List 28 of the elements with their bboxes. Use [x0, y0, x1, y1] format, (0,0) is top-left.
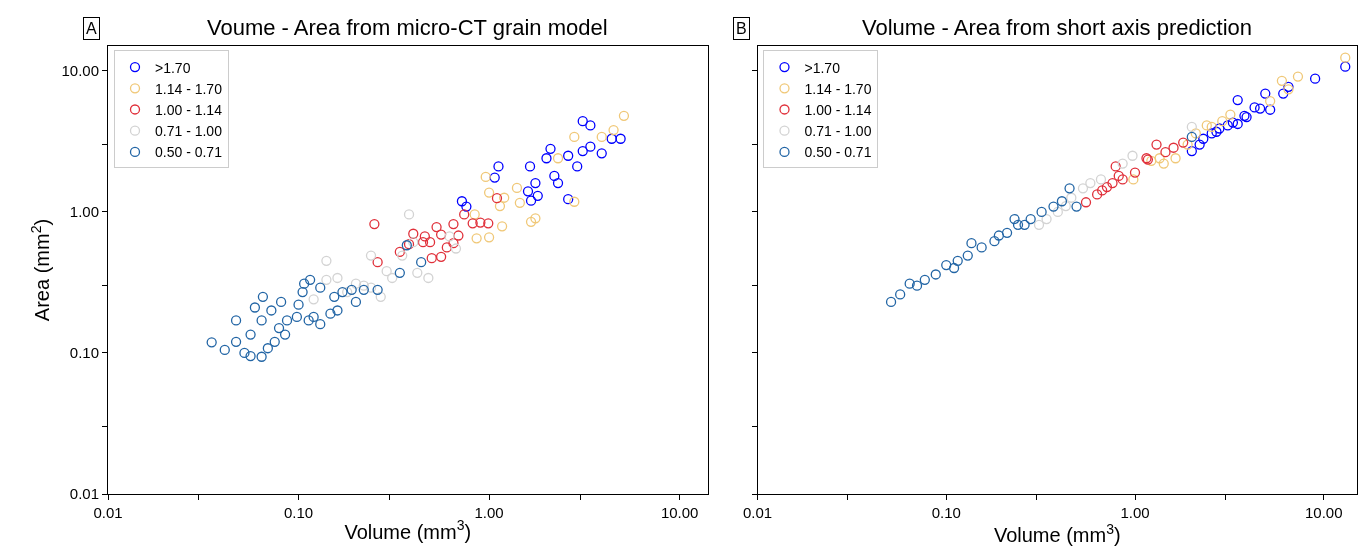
x-axis-title: Volume (mm$^{3}$)	[344, 517, 472, 543]
legend-label: 1.14 - 1.70	[804, 80, 872, 97]
legend-label: 0.50 - 0.71	[804, 144, 872, 161]
legend-label: 0.71 - 1.00	[804, 123, 872, 140]
y-tick-label: 0.10	[69, 344, 99, 362]
text: A	[86, 20, 97, 37]
y-tick-label: 0.01	[69, 485, 99, 503]
legend-label: 0.71 - 1.00	[154, 123, 223, 140]
chart-title: Voume - Area from micro-CT grain model	[207, 15, 608, 40]
x-tick-label: 0.01	[93, 504, 123, 521]
legend-label: 1.14 - 1.70	[154, 80, 223, 97]
x-tick-label: 0.10	[931, 504, 961, 521]
text: B	[736, 20, 747, 37]
x-tick-label: 1.00	[474, 504, 504, 521]
x-tick-label: 1.00	[1120, 504, 1150, 521]
x-tick-label: 10.00	[660, 504, 699, 521]
legend-label: >1.70	[154, 59, 191, 76]
legend-label: 1.00 - 1.14	[804, 101, 872, 118]
x-tick-label: 10.00	[1304, 504, 1343, 521]
legend-label: 1.00 - 1.14	[154, 101, 223, 118]
legend-label: 0.50 - 0.71	[154, 144, 223, 161]
y-tick-label: 10.00	[61, 62, 99, 80]
x-tick-label: 0.10	[283, 504, 314, 521]
x-tick-label: 0.01	[742, 504, 773, 521]
chart-title: Volume - Area from short axis prediction	[862, 15, 1253, 40]
legend-label: >1.70	[804, 59, 841, 76]
y-tick-label: 1.00	[69, 203, 99, 221]
x-axis-title: Volume (mm$^{3}$)	[993, 521, 1121, 547]
